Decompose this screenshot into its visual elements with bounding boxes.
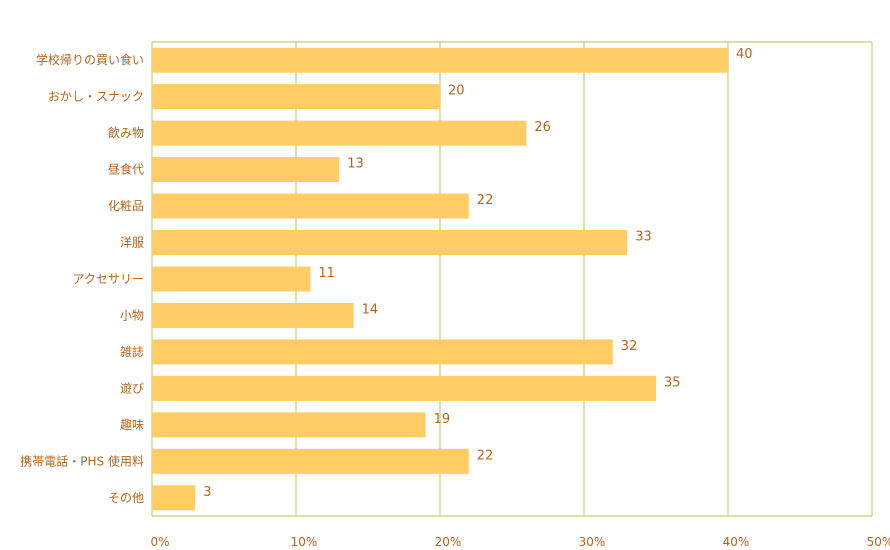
x-tick-label: 20% [435, 535, 462, 549]
category-label: 遊び [120, 380, 144, 395]
value-label: 40 [736, 47, 753, 62]
bar [152, 266, 311, 292]
x-tick-label: 30% [579, 535, 606, 549]
bar [152, 302, 354, 328]
bar [152, 157, 340, 183]
value-label: 11 [318, 266, 335, 281]
bar [152, 193, 469, 219]
value-label: 22 [477, 193, 494, 208]
category-label: アクセサリー [73, 272, 144, 286]
value-label: 26 [534, 120, 551, 135]
category-label: 化粧品 [108, 199, 144, 213]
value-label: 35 [664, 375, 681, 390]
bar [152, 47, 728, 73]
category-label: おかし・スナック [48, 90, 144, 104]
value-label: 33 [635, 230, 652, 245]
bar [152, 230, 628, 256]
x-tick-label: 0% [150, 535, 169, 549]
bars [152, 47, 728, 511]
category-label: 趣味 [120, 417, 144, 432]
value-labels: 40 20 26 13 22 33 11 14 32 35 19 22 3 [203, 47, 752, 500]
category-label: 飲み物 [108, 125, 144, 140]
bar [152, 120, 527, 146]
category-label: 洋服 [120, 235, 144, 250]
bar [152, 339, 613, 365]
value-label: 3 [203, 485, 211, 500]
value-label: 32 [621, 339, 638, 354]
value-label: 20 [448, 84, 465, 99]
category-label: 昼食代 [108, 162, 144, 177]
bar [152, 485, 196, 511]
x-tick-label: 40% [723, 535, 750, 549]
category-label: 雑誌 [120, 344, 144, 359]
category-label: その他 [108, 491, 144, 505]
value-label: 14 [362, 302, 379, 317]
x-axis-tick-labels: 0% 10% 20% 30% 40% 50% [150, 535, 890, 549]
x-tick-label: 10% [291, 535, 318, 549]
bar [152, 412, 426, 438]
category-label: 携帯電話・PHS 使用料 [20, 453, 144, 468]
bar [152, 448, 469, 474]
bar [152, 375, 656, 401]
x-tick-label: 50% [867, 535, 890, 549]
value-label: 13 [347, 157, 364, 172]
category-labels: 学校帰りの買い食いおかし・スナック飲み物昼食代化粧品洋服アクセサリー小物雑誌遊び… [20, 52, 144, 505]
value-label: 19 [434, 412, 451, 427]
value-label: 22 [477, 448, 494, 463]
bar [152, 84, 440, 110]
category-label: 学校帰りの買い食い [36, 52, 144, 67]
category-label: 小物 [120, 308, 144, 322]
